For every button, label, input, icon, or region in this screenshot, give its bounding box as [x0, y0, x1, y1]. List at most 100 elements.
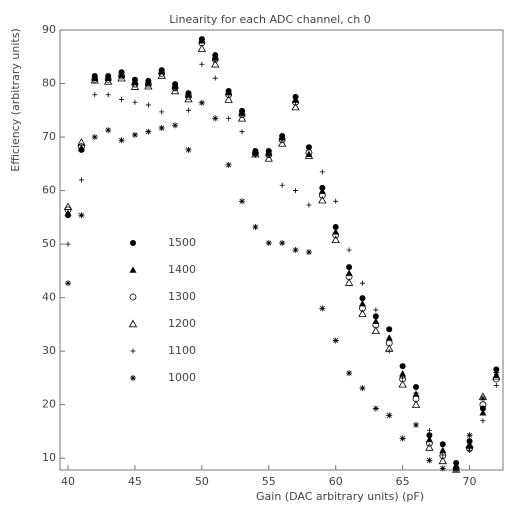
point — [105, 127, 112, 134]
point — [130, 375, 136, 381]
point — [279, 182, 285, 188]
point — [439, 441, 446, 448]
point — [65, 241, 71, 247]
point — [480, 418, 486, 424]
point — [399, 435, 406, 442]
point — [211, 56, 219, 63]
point — [144, 80, 152, 88]
point — [184, 94, 193, 103]
point — [104, 77, 113, 85]
point — [91, 134, 98, 141]
point — [426, 427, 432, 433]
point — [278, 136, 286, 144]
point — [413, 390, 419, 396]
point — [252, 152, 258, 158]
point — [265, 240, 272, 247]
point — [413, 384, 420, 391]
x-tick-label: 65 — [396, 475, 410, 488]
point — [90, 75, 99, 84]
point — [144, 81, 153, 90]
point — [225, 161, 232, 168]
point — [92, 92, 98, 98]
point — [277, 139, 287, 147]
point — [426, 457, 433, 464]
point — [359, 295, 366, 302]
point — [346, 247, 352, 253]
point — [132, 99, 138, 105]
plot-frame — [59, 29, 504, 471]
point — [439, 465, 446, 472]
point — [225, 91, 233, 99]
point — [385, 339, 393, 347]
point — [145, 128, 152, 135]
point — [372, 313, 379, 320]
point — [358, 300, 366, 307]
point — [279, 240, 286, 247]
y-tick-label: 70 — [42, 130, 56, 143]
point — [238, 111, 246, 118]
point — [359, 304, 366, 312]
point — [131, 131, 138, 138]
point — [358, 309, 367, 317]
point — [386, 326, 393, 333]
point — [130, 240, 136, 246]
point — [438, 456, 447, 465]
point — [305, 249, 312, 256]
point — [185, 146, 192, 153]
point — [479, 409, 487, 416]
point — [386, 412, 393, 419]
point — [304, 151, 314, 159]
point — [305, 149, 313, 156]
chart-title: Linearity for each ADC channel, ch 0 — [169, 13, 370, 26]
point — [331, 235, 340, 244]
point — [493, 369, 500, 376]
point — [170, 86, 180, 95]
point — [184, 91, 192, 98]
y-tick-label: 50 — [42, 237, 56, 250]
point — [425, 439, 433, 447]
y-tick-label: 90 — [42, 23, 56, 36]
point — [118, 72, 125, 80]
point — [239, 129, 245, 135]
point — [145, 102, 151, 108]
point — [479, 405, 486, 412]
point — [479, 395, 486, 402]
y-tick-label: 80 — [42, 77, 56, 90]
point — [453, 465, 460, 472]
point — [305, 144, 312, 151]
point — [64, 206, 72, 214]
y-tick-label: 30 — [42, 344, 56, 357]
point — [198, 37, 206, 44]
legend-label: 1300 — [168, 290, 196, 303]
legend-label: 1400 — [168, 263, 196, 276]
point — [332, 223, 339, 230]
point — [346, 264, 353, 271]
x-tick-label: 55 — [262, 475, 276, 488]
point — [332, 231, 340, 239]
point — [413, 422, 420, 429]
point — [466, 432, 473, 439]
point — [467, 447, 473, 453]
point — [292, 247, 299, 253]
point — [117, 73, 126, 82]
point — [344, 278, 354, 286]
point — [291, 102, 300, 111]
point — [426, 432, 433, 439]
point — [65, 280, 72, 287]
point — [465, 440, 474, 449]
point — [318, 192, 326, 199]
point — [479, 401, 487, 409]
x-tick-label: 60 — [329, 475, 343, 488]
x-tick-label: 70 — [463, 475, 477, 488]
point — [332, 337, 339, 344]
point — [226, 115, 232, 121]
point — [212, 115, 219, 122]
y-axis-label: Efficiency (arbitrary units) — [9, 28, 22, 172]
point — [119, 97, 125, 103]
point — [172, 122, 179, 129]
point — [333, 198, 339, 204]
x-tick-label: 45 — [128, 475, 142, 488]
point — [399, 363, 406, 370]
point — [318, 195, 327, 204]
